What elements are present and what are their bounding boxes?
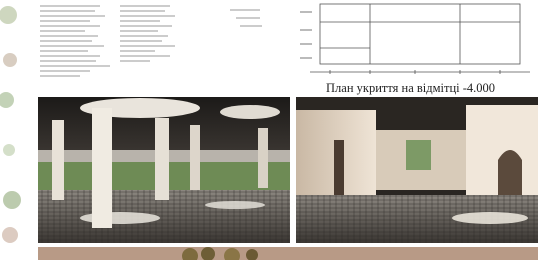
render-room — [296, 97, 538, 243]
text-blocks — [40, 6, 262, 76]
plan-drawing — [300, 4, 530, 74]
plan-caption: План укриття на відмітці -4.000 — [326, 81, 495, 95]
render-hall — [38, 97, 290, 243]
greenery — [0, 6, 21, 243]
bottom-render — [38, 247, 538, 260]
poster: План укриття на відмітці -4.000 — [0, 0, 538, 260]
